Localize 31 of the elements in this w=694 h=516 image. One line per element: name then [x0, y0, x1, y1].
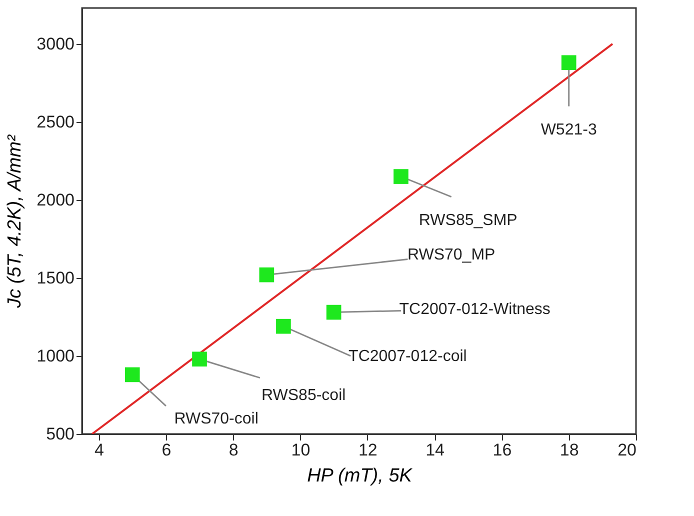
- y-axis-title: Jc (5T, 4.2K), A/mm²: [4, 134, 26, 309]
- y-tick-label: 2000: [36, 190, 74, 210]
- annotation: W521-3: [540, 122, 597, 139]
- point: [326, 304, 342, 320]
- x-tick-label: 8: [228, 440, 238, 460]
- y-tick-label: 500: [46, 424, 74, 444]
- x-axis-title: HP (mT), 5K: [307, 466, 414, 486]
- point: [259, 267, 274, 282]
- x-tick-label: 20: [618, 440, 636, 460]
- x-tick-label: 10: [291, 440, 310, 460]
- point: [192, 352, 207, 367]
- y-tick-label: 3000: [36, 34, 74, 54]
- annotation: RWS70_MP: [407, 246, 496, 264]
- annotation: TC2007-012-coil: [348, 348, 467, 365]
- point: [124, 367, 140, 382]
- annotation: RWS85-coil: [262, 386, 346, 404]
- annotation: TC2007-012-Witness: [399, 301, 550, 318]
- y-tick-label: 2500: [36, 112, 74, 132]
- x-tick-label: 12: [358, 440, 378, 460]
- point: [561, 55, 576, 70]
- y-tick-label: 1000: [36, 346, 74, 366]
- annotation: RWS70-coil: [174, 410, 258, 428]
- x-tick-label: 6: [162, 440, 172, 460]
- point: [276, 318, 291, 334]
- point: [394, 169, 408, 184]
- x-tick-label: 18: [560, 440, 579, 460]
- annotation: RWS85_SMP: [418, 212, 518, 230]
- x-tick-label: 16: [492, 440, 512, 460]
- x-tick-label: 14: [426, 440, 445, 460]
- y-tick-label: 1500: [36, 268, 74, 288]
- x-tick-label: 4: [94, 440, 104, 460]
